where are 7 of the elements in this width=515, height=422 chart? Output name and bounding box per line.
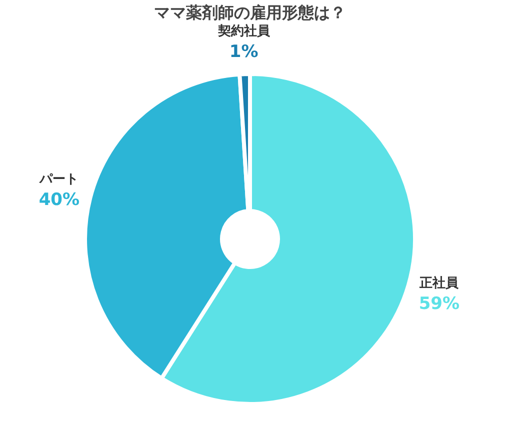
slice-label: パート <box>38 172 79 188</box>
data-label: 40% <box>38 190 80 210</box>
data-label: 59% <box>418 294 460 314</box>
chart-title: ママ薬剤師の雇用形態は？ <box>154 3 346 22</box>
data-label: 1% <box>229 42 258 62</box>
slice-label: 契約社員 <box>216 23 271 40</box>
slice-label: 正社員 <box>418 274 460 291</box>
